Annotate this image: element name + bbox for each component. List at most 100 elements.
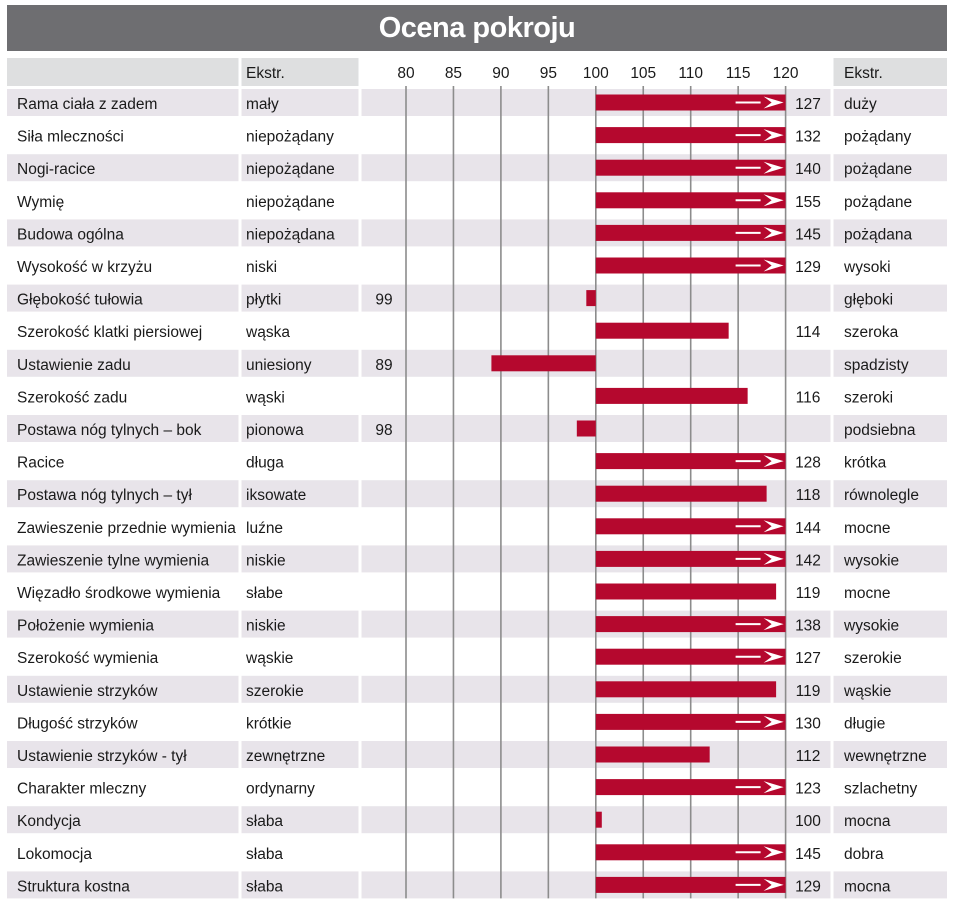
trait-label: Położenie wymienia bbox=[17, 618, 154, 635]
overflow-arrow-head bbox=[763, 552, 784, 565]
value-label: 119 bbox=[796, 585, 821, 602]
value-label: 128 bbox=[795, 455, 821, 472]
header-ekstr-right: Ekstr. bbox=[844, 65, 883, 82]
left-extreme-label: mały bbox=[246, 96, 279, 113]
value-label: 127 bbox=[795, 650, 821, 667]
value-label: 142 bbox=[795, 552, 821, 569]
bar bbox=[595, 224, 786, 241]
chart-title: Ocena pokroju bbox=[7, 5, 947, 51]
row-band bbox=[7, 219, 947, 247]
overflow-arrow-head bbox=[763, 781, 784, 794]
left-extreme-label: słaba bbox=[246, 878, 283, 895]
right-extreme-label: długie bbox=[844, 715, 885, 732]
right-extreme-label: wysoki bbox=[843, 259, 891, 276]
left-extreme-label: wąska bbox=[245, 324, 290, 341]
trait-label: Szerokość zadu bbox=[17, 389, 127, 406]
left-extreme-label: ordynarny bbox=[246, 781, 315, 798]
header-plot-area bbox=[360, 58, 832, 86]
bar bbox=[595, 387, 748, 404]
overflow-arrow-head bbox=[763, 715, 784, 728]
row-band bbox=[7, 447, 947, 475]
trait-label: Struktura kostna bbox=[17, 878, 130, 895]
bar bbox=[595, 616, 786, 633]
overflow-arrow-head bbox=[763, 161, 784, 174]
right-extreme-label: krótka bbox=[844, 455, 887, 472]
left-extreme-label: długa bbox=[246, 455, 284, 472]
bar bbox=[595, 192, 786, 209]
overflow-arrow-head bbox=[763, 455, 784, 468]
overflow-arrow-head bbox=[763, 129, 784, 142]
trait-label: Postawa nóg tylnych – tył bbox=[17, 487, 192, 504]
row-band bbox=[7, 186, 947, 214]
row-band bbox=[7, 382, 947, 410]
row-band bbox=[7, 349, 947, 377]
right-extreme-label: pożądane bbox=[844, 194, 912, 211]
trait-label: Rama ciała z zadem bbox=[17, 96, 157, 113]
row-band bbox=[7, 284, 947, 312]
value-label: 155 bbox=[795, 194, 821, 211]
overflow-arrow-head bbox=[763, 226, 784, 239]
left-extreme-label: słaba bbox=[246, 846, 283, 863]
bar bbox=[595, 322, 729, 339]
x-tick-label: 115 bbox=[726, 65, 751, 82]
value-label: 129 bbox=[795, 259, 821, 276]
left-extreme-label: niskie bbox=[246, 618, 286, 635]
left-extreme-label: niepożądany bbox=[246, 129, 334, 146]
row-band bbox=[7, 708, 947, 736]
bar bbox=[595, 648, 786, 665]
trait-label: Ustawienie strzyków bbox=[17, 683, 158, 700]
trait-label: Wysokość w krzyżu bbox=[17, 259, 152, 276]
row-band bbox=[7, 480, 947, 508]
value-label: 138 bbox=[795, 618, 821, 635]
x-tick-label: 105 bbox=[630, 65, 656, 82]
row-band bbox=[7, 545, 947, 573]
trait-label: Szerokość klatki piersiowej bbox=[17, 324, 202, 341]
right-extreme-label: mocne bbox=[844, 520, 891, 537]
bar bbox=[595, 257, 786, 274]
right-extreme-label: szlachetny bbox=[844, 781, 917, 798]
right-extreme-label: duży bbox=[844, 96, 877, 113]
left-extreme-label: niepożądane bbox=[246, 194, 335, 211]
row-band bbox=[7, 610, 947, 638]
right-extreme-label: mocne bbox=[844, 585, 891, 602]
value-label: 98 bbox=[375, 422, 392, 439]
left-extreme-label: zewnętrzne bbox=[246, 748, 325, 765]
value-label: 114 bbox=[796, 324, 821, 341]
bar bbox=[595, 94, 786, 111]
x-tick-label: 110 bbox=[678, 65, 703, 82]
row-band bbox=[7, 643, 947, 671]
right-extreme-label: wysokie bbox=[843, 552, 899, 569]
bar bbox=[595, 583, 777, 600]
bar bbox=[595, 127, 786, 144]
row-band bbox=[7, 252, 947, 279]
value-label: 123 bbox=[795, 781, 821, 798]
right-extreme-label: spadzisty bbox=[844, 357, 909, 374]
right-extreme-label: wysokie bbox=[843, 618, 899, 635]
bar bbox=[595, 159, 786, 176]
x-tick-label: 120 bbox=[773, 65, 799, 82]
trait-label: Głębokość tułowia bbox=[17, 292, 143, 309]
row-band bbox=[7, 871, 947, 899]
bar bbox=[576, 420, 596, 437]
row-band bbox=[7, 317, 947, 345]
trait-label: Budowa ogólna bbox=[17, 226, 124, 243]
right-extreme-label: równolegle bbox=[844, 487, 919, 504]
bar bbox=[491, 355, 596, 372]
x-tick-label: 95 bbox=[540, 65, 557, 82]
right-extreme-label: podsiebna bbox=[844, 422, 916, 439]
left-extreme-label: niepożądana bbox=[246, 226, 335, 243]
left-extreme-label: iksowate bbox=[246, 487, 306, 504]
value-label: 145 bbox=[795, 226, 821, 243]
right-extreme-label: mocna bbox=[844, 878, 891, 895]
right-extreme-label: pożądany bbox=[844, 129, 911, 146]
trait-label: Nogi-racice bbox=[17, 161, 95, 178]
bar bbox=[595, 779, 786, 796]
row-band bbox=[7, 675, 947, 703]
right-extreme-label: mocna bbox=[844, 813, 891, 830]
left-extreme-label: płytki bbox=[246, 292, 281, 309]
trait-label: Lokomocja bbox=[17, 846, 92, 863]
bar bbox=[595, 746, 710, 763]
row-band bbox=[7, 512, 947, 540]
left-extreme-label: wąskie bbox=[245, 650, 293, 667]
trait-label: Ustawienie strzyków - tył bbox=[17, 748, 187, 765]
